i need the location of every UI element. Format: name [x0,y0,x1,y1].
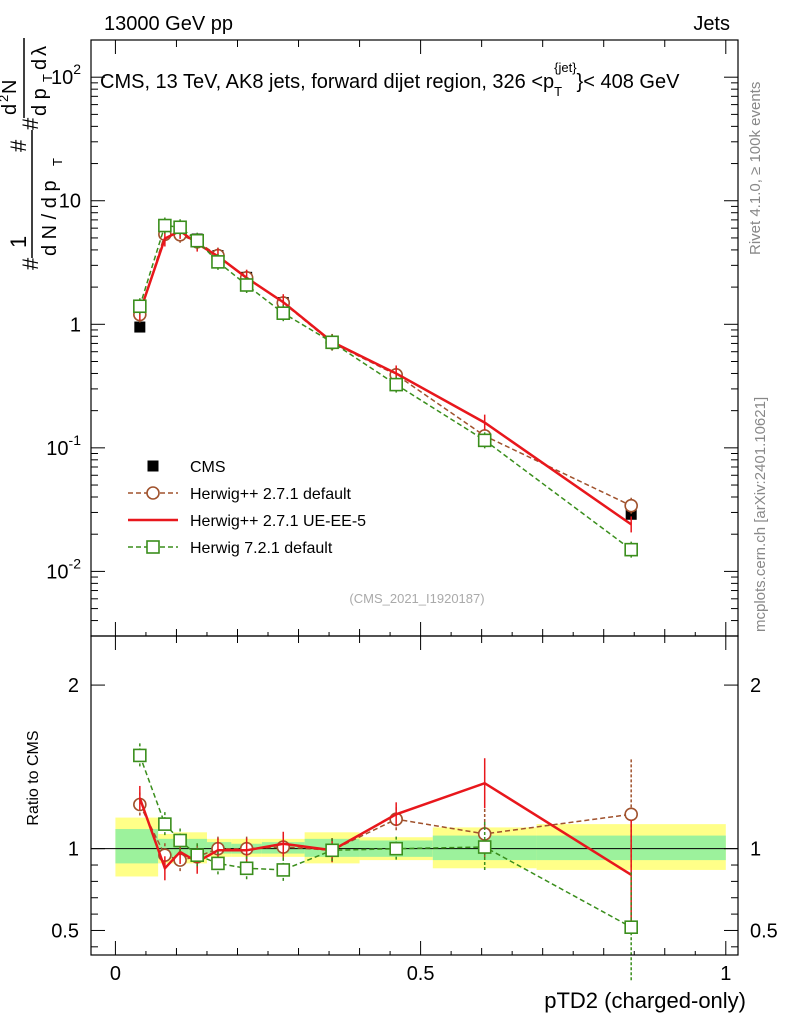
svg-text:1: 1 [6,236,31,248]
data-point-marker [239,278,254,292]
main-ytick-label: 102 [51,61,81,89]
data-point-marker [133,748,147,763]
legend-entry: CMS [147,459,226,476]
svg-text:λ: λ [29,46,51,56]
svg-text:d: d [29,59,51,70]
svg-text:d: d [0,104,21,115]
main-ytick-label: 10 [59,191,81,213]
data-point-marker [325,335,339,350]
svg-text:#: # [6,139,31,152]
data-point-marker [477,840,492,854]
main-ytick-label: 10-1 [46,432,81,460]
svg-text:T: T [50,158,65,166]
ratio-ytick-label-left: 0.5 [51,920,79,942]
svg-text:d N / d p: d N / d p [39,180,61,256]
data-point-marker [158,218,172,233]
data-point-marker [389,841,403,856]
data-point-marker [133,299,147,314]
chart-title: CMS, 13 TeV, AK8 jets, forward dijet reg… [100,60,680,99]
legend-label: Herwig++ 2.7.1 default [190,486,352,503]
data-point-marker [173,833,187,848]
data-point-marker [211,856,225,871]
main-panel: 10-2 10-1 1 10 102 CMS, 13 TeV, AK8 jets, fo… [46,39,739,955]
xtick-labels: 0 0.5 1 [110,963,732,985]
data-point-marker [211,255,225,269]
ratio-ylabel: Ratio to CMS [25,730,42,825]
ratio-panel: 0.5 0.51 12 2 0 0.5 1 Ratio to CMS pTD2 (char… [25,635,778,1013]
data-point-marker [276,863,291,877]
ratio-panel-frame [90,635,739,956]
legend-entry: Herwig++ 2.7.1 default [128,486,352,503]
xtick-label: 0 [110,963,121,985]
ratio-ytick-labels: 0.5 0.5 1 1 2 2 [51,675,778,942]
data-point-marker [239,861,254,876]
data-point-marker [147,460,159,472]
data-point-marker [173,220,187,235]
ratio-series-group [133,743,638,983]
ratio-series-herwig-7-2-1-default [133,743,638,983]
legend-entry: Herwig 7.2.1 default [128,540,333,557]
data-point-marker [624,807,638,822]
main-ytick-labels: 10-2 10-1 1 10 102 [46,61,81,583]
svg-text:2: 2 [0,95,11,102]
data-point-marker [624,920,638,934]
series-herwig-7-2-1-default [133,217,638,558]
data-point-marker [190,848,205,863]
legend: CMS Herwig++ 2.7.1 default Herwig++ 2.7.1 … [128,459,366,557]
xtick-label: 1 [720,963,731,985]
ratio-ytick-label-right: 1 [750,839,761,861]
x-axis-label: pTD2 (charged-only) [544,988,746,1013]
mcplots-reference-label: mcplots.cern.ch [arXiv:2401.10621] [752,397,769,632]
legend-label: CMS [190,459,226,476]
main-ylabel: # 1 d N / d p T # # d 2 N d p T d λ [0,38,65,270]
analysis-watermark: (CMS_2021_I1920187) [349,591,484,606]
data-point-marker [624,542,638,557]
data-point-marker [477,433,492,448]
ratio-uncertainty-bands [115,817,726,877]
svg-text:N: N [0,80,21,94]
svg-text:#: # [18,117,43,130]
data-point-marker [158,817,172,831]
ratio-axis-ticks [91,684,738,948]
data-point-marker [276,306,291,320]
band-inner [115,829,159,864]
svg-text:T: T [40,74,55,82]
ratio-ytick-label-left: 2 [68,675,79,697]
svg-text:d p: d p [29,88,51,116]
data-point-marker [625,508,637,520]
main-axis-ticks [91,39,738,955]
main-panel-frame [90,39,739,637]
data-point-marker [389,377,403,392]
header-jets-label: Jets [693,13,730,35]
data-point-marker [134,321,146,333]
data-point-marker [325,843,339,858]
main-ytick-label: 10-2 [46,555,81,583]
ratio-series-herwig-2-7-1-ue-ee-5 [138,758,632,930]
data-point-marker [146,540,160,554]
ratio-ytick-label-right: 0.5 [750,920,778,942]
xtick-label: 0.5 [407,963,435,985]
data-point-marker [146,486,160,500]
legend-label: Herwig 7.2.1 default [190,540,333,557]
data-point-marker [190,233,205,248]
rivet-version-label: Rivet 4.1.0, ≥ 100k events [747,82,764,255]
main-ytick-label: 1 [70,314,81,336]
legend-entry: Herwig++ 2.7.1 UE-EE-5 [128,513,366,530]
header-energy-label: 13000 GeV pp [104,13,233,35]
svg-text:#: # [18,257,43,270]
ratio-ytick-label-right: 2 [750,675,761,697]
main-series-group [133,217,638,558]
data-point-marker [624,498,638,513]
legend-label: Herwig++ 2.7.1 UE-EE-5 [190,513,366,530]
ratio-ytick-label-left: 1 [68,839,79,861]
